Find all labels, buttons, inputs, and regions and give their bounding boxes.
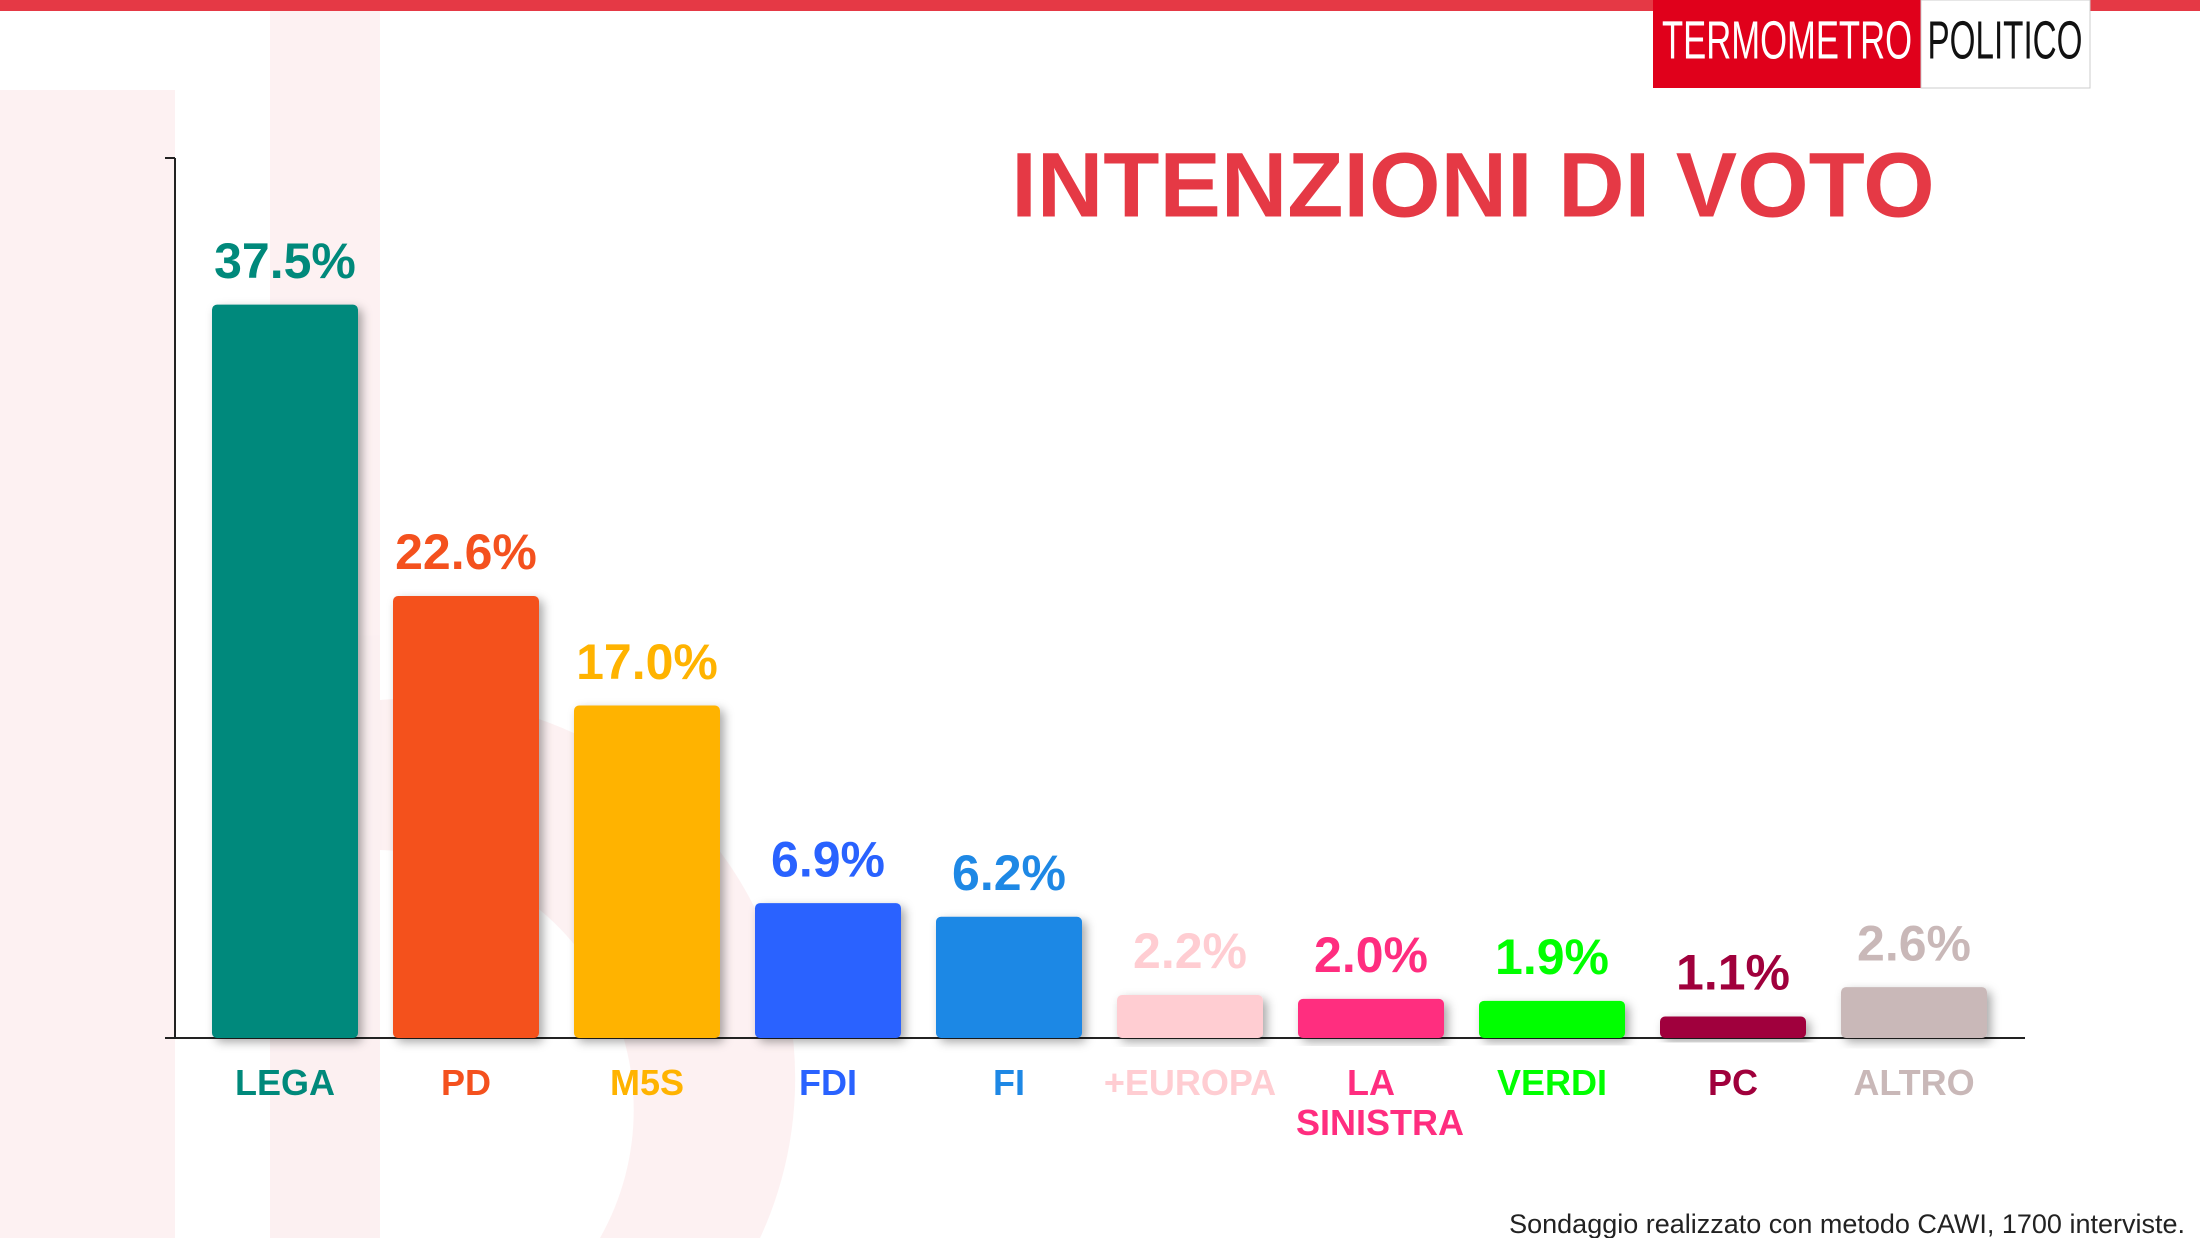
logo-left-box — [1653, 0, 1921, 88]
x-tick-label: LA SINISTRA — [1296, 1062, 1465, 1143]
value-label: 6.9% — [771, 831, 885, 887]
value-label: 2.0% — [1314, 927, 1428, 983]
x-tick-label: M5S — [609, 1062, 685, 1103]
bar — [755, 903, 901, 1038]
bar — [393, 596, 539, 1038]
x-tick-label: FDI — [799, 1062, 857, 1103]
bar — [1841, 987, 1987, 1038]
logo-right-box — [1920, 0, 2091, 89]
x-tick-label: LEGA — [234, 1062, 335, 1103]
value-label: 22.6% — [395, 524, 537, 580]
chart-title: INTENZIONI DI VOTO — [1011, 134, 1934, 236]
logo-left: TERMOMETRO — [1662, 10, 1912, 70]
value-label: 2.6% — [1857, 915, 1971, 971]
x-tick-label: FI — [993, 1062, 1025, 1103]
x-tick-label: ALTRO — [1853, 1062, 1975, 1103]
value-label: 1.1% — [1676, 945, 1790, 1001]
bar — [574, 705, 720, 1038]
x-tick-label: +EUROPA — [1103, 1062, 1277, 1103]
bar — [1660, 1016, 1806, 1038]
value-label: 1.9% — [1495, 929, 1609, 985]
logo-right: POLITICO — [1928, 10, 2083, 70]
value-label: 6.2% — [952, 845, 1066, 901]
value-label: 17.0% — [576, 634, 718, 690]
value-label: 2.2% — [1133, 923, 1247, 979]
top-band — [0, 0, 2200, 11]
x-tick-label: VERDI — [1496, 1062, 1608, 1103]
bar — [936, 916, 1082, 1038]
logo: TERMOMETRO POLITICO — [1653, 0, 2091, 89]
bar — [212, 304, 358, 1039]
bar — [1117, 994, 1263, 1038]
bar — [1479, 1000, 1625, 1038]
x-tick-label: PD — [440, 1062, 491, 1103]
footnote: Sondaggio realizzato con metodo CAWI, 17… — [1509, 1209, 2185, 1238]
bar — [1298, 998, 1444, 1038]
x-tick-label: PC — [1707, 1062, 1758, 1103]
value-label: 37.5% — [214, 233, 356, 289]
